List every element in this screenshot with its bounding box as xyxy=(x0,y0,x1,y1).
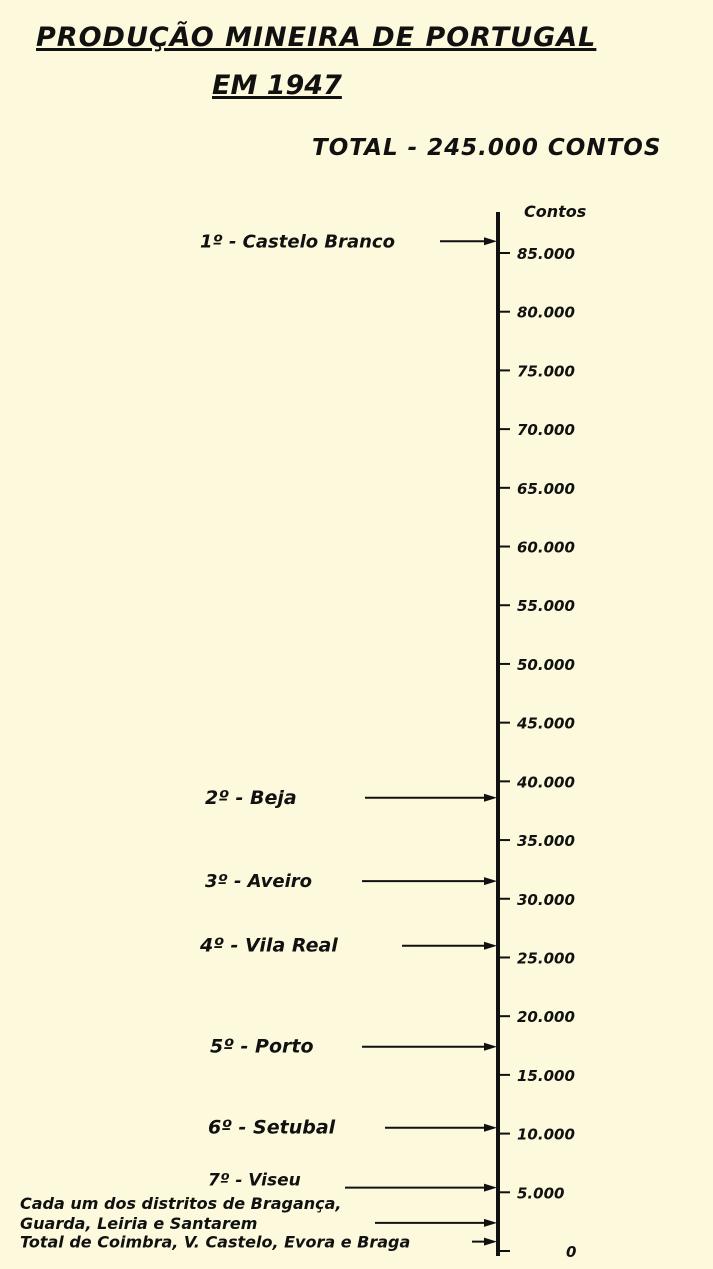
tick-label: 35.000 xyxy=(517,832,575,850)
tick-label: 80.000 xyxy=(517,304,575,322)
arrowhead-icon xyxy=(484,237,497,246)
tick-label: 75.000 xyxy=(517,362,575,380)
chart-title: PRODUÇÃO MINEIRA DE PORTUGAL xyxy=(36,22,597,53)
entry-label: Guarda, Leiria e Santarem xyxy=(20,1214,257,1233)
tick-label: 60.000 xyxy=(517,539,575,557)
tick-label: 5.000 xyxy=(517,1184,564,1202)
entry-label: Total de Coimbra, V. Castelo, Evora e Br… xyxy=(20,1233,410,1252)
arrowhead-icon xyxy=(484,793,497,802)
tick-label: 40.000 xyxy=(516,773,575,791)
tick-label: 55.000 xyxy=(517,597,575,615)
arrowhead-icon xyxy=(484,877,497,886)
tick-label: 65.000 xyxy=(517,480,575,498)
entry-label: 4º - Vila Real xyxy=(199,935,338,957)
entry-label: 5º - Porto xyxy=(210,1036,314,1058)
arrowhead-icon xyxy=(484,1123,497,1132)
tick-label: 85.000 xyxy=(517,245,575,263)
tick-label: 10.000 xyxy=(517,1126,575,1144)
axis-unit-label: Contos xyxy=(524,202,586,221)
tick-label: 15.000 xyxy=(517,1067,575,1085)
tick-label: 45.000 xyxy=(516,715,575,733)
tick-label: 30.000 xyxy=(517,891,575,909)
chart-subtitle: EM 1947 xyxy=(212,70,342,101)
arrowhead-icon xyxy=(484,1042,497,1051)
entry-label: Cada um dos distritos de Bragança, xyxy=(20,1194,342,1213)
tick-label: 25.000 xyxy=(517,949,575,967)
arrowhead-icon xyxy=(484,1237,497,1246)
arrowhead-icon xyxy=(484,1218,497,1227)
entry-label: 6º - Setubal xyxy=(208,1117,336,1139)
entry-label: 1º - Castelo Branco xyxy=(200,231,395,252)
tick-label: 70.000 xyxy=(517,421,575,439)
entry-label: 7º - Viseu xyxy=(208,1171,301,1191)
tick-label: 20.000 xyxy=(517,1008,575,1026)
total-label: TOTAL - 245.000 CONTOS xyxy=(312,135,662,161)
arrowhead-icon xyxy=(484,1183,497,1192)
entry-label: 3º - Aveiro xyxy=(205,871,312,892)
tick-label: 50.000 xyxy=(517,656,575,674)
arrowhead-icon xyxy=(484,941,497,950)
tick-label: 0 xyxy=(566,1243,576,1261)
entry-label: 2º - Beja xyxy=(205,787,297,809)
